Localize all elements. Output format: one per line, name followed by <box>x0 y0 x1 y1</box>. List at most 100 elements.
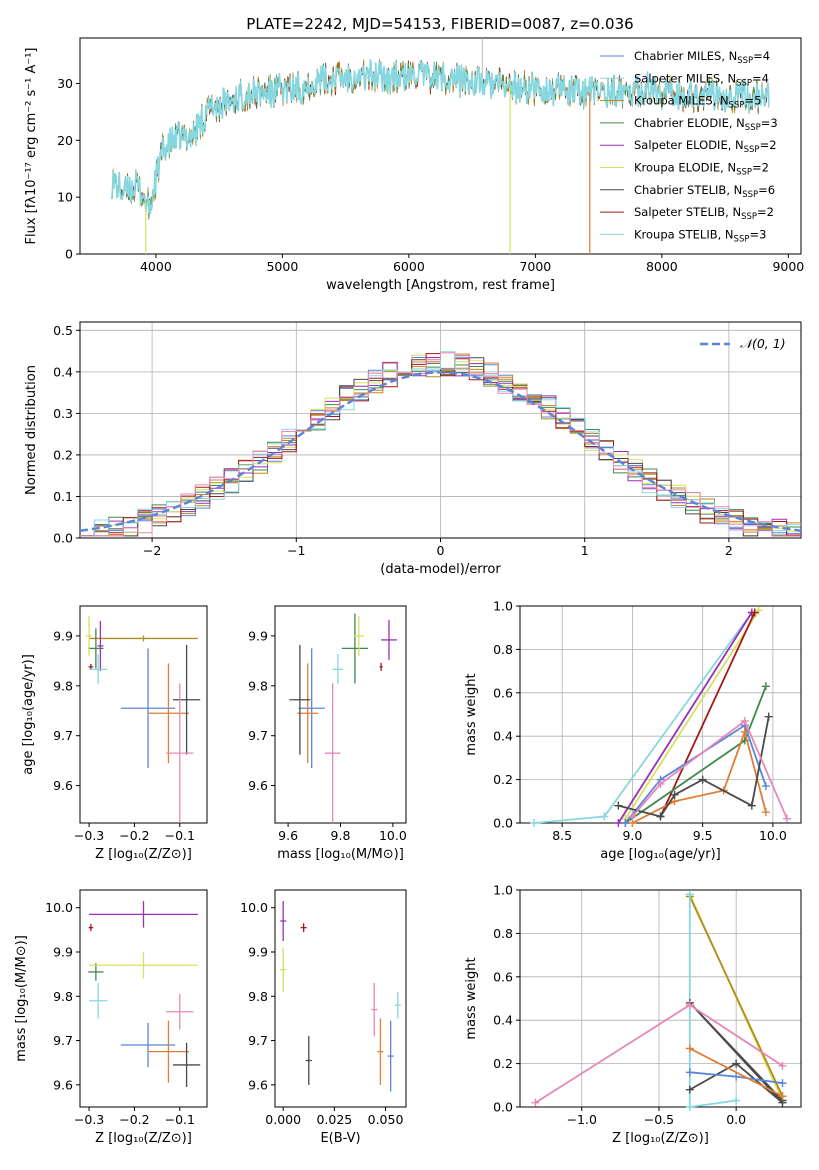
y-tick-label: 10 <box>57 190 73 205</box>
y-tick-label: 9.9 <box>53 945 73 960</box>
series-marker <box>685 1068 694 1077</box>
legend-entry: Kroupa MILES, NSSP=5 <box>634 94 761 111</box>
x-tick-label: 9.0 <box>622 828 642 843</box>
x-axis-label: wavelength [Angstrom, rest frame] <box>326 278 555 293</box>
errorbar-point <box>89 901 198 928</box>
axes-frame <box>79 37 802 255</box>
series-marker <box>628 812 637 821</box>
y-tick-label: 1.0 <box>493 599 513 614</box>
y-tick-label: 9.6 <box>53 778 73 793</box>
series-marker <box>732 1096 741 1105</box>
series-path <box>631 719 788 820</box>
y-axis-label: Normed distribution <box>24 365 39 495</box>
histogram-series <box>80 352 801 537</box>
x-tick-label: 0.050 <box>368 1112 404 1127</box>
histogram-series <box>80 351 801 537</box>
series-line <box>614 608 756 827</box>
series-line <box>685 1068 787 1088</box>
series-marker <box>754 606 763 615</box>
x-axis-label: Z [log₁₀(Z/Z⊙)] <box>95 847 192 862</box>
legend-entry: Salpeter MILES, NSSP=4 <box>634 71 769 88</box>
series-marker <box>656 779 665 788</box>
legend-value: =3 <box>761 116 778 130</box>
legend-subscript: SSP <box>744 145 760 155</box>
x-tick-label: −0.1 <box>165 1112 195 1127</box>
y-tick-label: 0.4 <box>493 1013 513 1028</box>
series-marker <box>656 812 665 821</box>
x-tick-label: 6000 <box>393 259 425 274</box>
series-marker <box>685 1044 694 1053</box>
x-axis-label: (data-model)/error <box>380 562 501 577</box>
errorbar-point <box>324 683 341 823</box>
series-path <box>624 609 760 820</box>
series-marker <box>621 819 630 827</box>
series-marker <box>600 812 609 821</box>
axes-frame <box>79 321 802 539</box>
legend-subscript: SSP <box>736 78 752 88</box>
y-tick-label: 0.2 <box>493 1056 513 1071</box>
legend-label: Chabrier MILES, N <box>634 49 737 63</box>
errorbar-point <box>89 952 198 979</box>
axes-massweight_vs_age: 8.5 9.0 9.5 10.0 0.0 0.2 0.4 0.6 0.8 1.0 age [log₁… <box>464 599 802 862</box>
y-tick-label: 9.6 <box>248 1077 268 1092</box>
errorbar-point <box>148 1020 189 1083</box>
y-tick-label: 0.0 <box>53 531 73 546</box>
errorbar-point <box>341 613 369 684</box>
errorbar-point <box>172 644 201 755</box>
x-tick-label: 9.6 <box>278 828 298 843</box>
series-marker <box>530 819 539 827</box>
x-tick-label: −0.2 <box>119 1112 149 1127</box>
y-axis-label: Flux [fλ10⁻¹⁷ erg cm⁻² s⁻¹ A⁻¹] <box>24 48 39 245</box>
legend-value: =2 <box>760 138 777 152</box>
legend-label: Kroupa STELIB, N <box>634 227 734 241</box>
errorbar-point <box>332 654 344 685</box>
series-marker <box>740 727 749 736</box>
series-path <box>659 612 756 817</box>
errorbar-point <box>88 924 94 932</box>
y-tick-label: 10.0 <box>45 900 73 915</box>
series-marker <box>531 1098 540 1107</box>
legend-subscript: SSP <box>742 190 758 200</box>
series-path <box>618 716 770 818</box>
y-tick-label: 0.8 <box>493 642 513 657</box>
errorbar-point <box>120 648 176 769</box>
y-tick-label: 0.4 <box>53 364 73 379</box>
errorbar-point <box>88 628 104 669</box>
legend-label: Salpeter STELIB, N <box>634 205 741 219</box>
x-tick-label: −2 <box>143 543 161 558</box>
series-marker <box>782 814 791 823</box>
legend-entry: Chabrier ELODIE, NSSP=3 <box>634 116 778 133</box>
axes-frame <box>519 889 802 1108</box>
axes-frame <box>274 605 407 824</box>
y-tick-label: 0.6 <box>493 685 513 700</box>
legend-label: Salpeter ELODIE, N <box>634 138 744 152</box>
y-tick-label: 9.7 <box>248 1033 268 1048</box>
errorbar-point <box>97 620 104 671</box>
series-marker <box>761 682 770 691</box>
x-axis-label: E(B-V) <box>320 1131 360 1146</box>
series-path <box>688 896 784 1097</box>
series-line <box>621 682 770 827</box>
y-axis-label: age [log₁₀(age/yr)] <box>21 654 36 775</box>
legend-entry: Salpeter STELIB, NSSP=2 <box>634 205 774 222</box>
errorbar-point <box>297 663 319 764</box>
errorbar-point <box>381 619 397 660</box>
y-tick-label: 9.8 <box>248 678 268 693</box>
errorbar-point <box>353 615 365 656</box>
legend-value: =2 <box>757 205 774 219</box>
series-marker <box>761 782 770 791</box>
y-tick-label: 0.4 <box>493 729 513 744</box>
series-line <box>685 1044 787 1101</box>
legend-entry: 𝒩(0, 1) <box>740 336 786 351</box>
legend-value: =4 <box>752 71 769 85</box>
x-tick-label: 9000 <box>772 259 804 274</box>
x-axis-label: Z [log₁₀(Z/Z⊙)] <box>95 1131 192 1146</box>
axes-frame <box>79 889 208 1108</box>
errorbar-point <box>89 654 108 685</box>
axes-frame <box>79 605 208 824</box>
series-marker <box>732 1059 741 1068</box>
legend-entry: Chabrier MILES, NSSP=4 <box>634 49 770 66</box>
series-marker <box>670 790 679 799</box>
x-tick-label: −0.1 <box>165 828 195 843</box>
legend-entry: Kroupa STELIB, NSSP=3 <box>634 227 766 244</box>
